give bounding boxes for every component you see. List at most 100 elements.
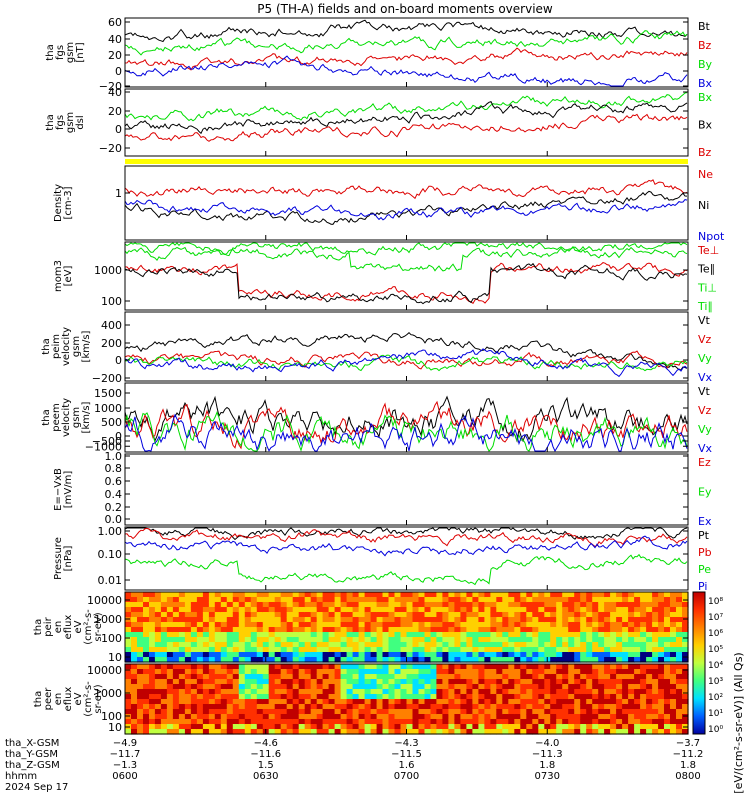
spectrogram-cell xyxy=(202,612,210,618)
spectrogram-cell xyxy=(574,602,581,608)
trace-By xyxy=(124,30,688,56)
spectrogram-cell xyxy=(448,637,455,643)
spectrogram-cell xyxy=(628,674,635,680)
spectrogram-cell xyxy=(268,632,276,638)
spectrogram-cell xyxy=(598,709,605,715)
spectrogram-cell xyxy=(466,632,473,638)
spectrogram-cell xyxy=(346,602,354,608)
spectrogram-cell xyxy=(286,674,294,680)
spectrogram-cell xyxy=(646,709,653,715)
footer-value: −11.2 xyxy=(673,749,704,760)
spectrogram-cell xyxy=(634,704,641,710)
spectrogram-cell xyxy=(328,709,336,715)
y-axis-label: mom3[eV] xyxy=(53,260,74,292)
spectrogram-cell xyxy=(316,617,324,623)
spectrogram-cell xyxy=(352,714,360,720)
spectrogram-cell xyxy=(604,657,611,663)
spectrogram-cell xyxy=(154,657,162,663)
spectrogram-cell xyxy=(676,627,683,633)
spectrogram-cell xyxy=(418,719,426,725)
spectrogram-cell xyxy=(172,622,180,628)
spectrogram-cell xyxy=(172,714,180,720)
spectrogram-cell xyxy=(262,664,270,670)
spectrogram-cell xyxy=(622,709,629,715)
spectrogram-cell xyxy=(286,704,294,710)
spectrogram-cell xyxy=(172,592,180,598)
spectrogram-cell xyxy=(232,694,240,700)
spectrogram-cell xyxy=(262,684,270,690)
spectrogram-cell xyxy=(544,602,551,608)
legend-Bx: Bx xyxy=(698,77,713,90)
spectrogram-cell xyxy=(676,632,683,638)
spectrogram-cell xyxy=(550,637,557,643)
spectrogram-cell xyxy=(244,597,252,603)
spectrogram-cell xyxy=(652,709,659,715)
spectrogram-cell xyxy=(184,709,192,715)
spectrogram-cell xyxy=(358,622,366,628)
spectrogram-cell xyxy=(364,724,372,730)
spectrogram-cell xyxy=(454,597,461,603)
spectrogram-cell xyxy=(370,602,378,608)
y-tick-label: 0.6 xyxy=(105,475,123,488)
spectrogram-cell xyxy=(256,617,264,623)
spectrogram-cell xyxy=(526,669,533,675)
spectrogram-cell xyxy=(442,704,449,710)
spectrogram-cell xyxy=(220,704,228,710)
spectrogram-cell xyxy=(502,602,509,608)
spectrogram-cell xyxy=(250,694,258,700)
spectrogram-cell xyxy=(532,714,539,720)
spectrogram-cell xyxy=(214,602,222,608)
spectrogram-cell xyxy=(131,617,138,623)
spectrogram-cell xyxy=(244,689,252,695)
spectrogram-cell xyxy=(556,684,563,690)
spectrogram-cell xyxy=(370,669,378,675)
spectrogram-cell xyxy=(232,627,240,633)
spectrogram-cell xyxy=(622,684,629,690)
spectrogram-cell xyxy=(466,597,473,603)
spectrogram-cell xyxy=(364,674,372,680)
spectrogram-cell xyxy=(556,652,563,658)
spectrogram-cell xyxy=(250,704,258,710)
spectrogram-cell xyxy=(622,607,629,613)
spectrogram-cell xyxy=(358,699,366,705)
spectrogram-cell xyxy=(652,622,659,628)
spectrogram-cell xyxy=(682,657,689,663)
spectrogram-cell xyxy=(238,664,246,670)
spectrogram-cell xyxy=(352,724,360,730)
spectrogram-cell xyxy=(238,684,246,690)
spectrogram-cell xyxy=(646,669,653,675)
spectrogram-cell xyxy=(682,632,689,638)
y-axis-label-line: peir xyxy=(43,616,54,636)
spectrogram-cell xyxy=(304,694,312,700)
spectrogram-cell xyxy=(226,709,234,715)
spectrogram-cell xyxy=(460,612,467,618)
spectrogram-cell xyxy=(646,719,653,725)
spectrogram-cell xyxy=(424,637,432,643)
spectrogram-cell xyxy=(628,652,635,658)
spectrogram-cell xyxy=(226,664,234,670)
spectrogram-cell xyxy=(616,642,623,648)
spectrogram-cell xyxy=(382,657,390,663)
spectrogram-cell xyxy=(556,719,563,725)
spectrogram-cell xyxy=(646,664,653,670)
spectrogram-cell xyxy=(490,714,497,720)
spectrogram-cell xyxy=(406,674,414,680)
spectrogram-cell xyxy=(190,647,198,653)
spectrogram-cell xyxy=(250,647,258,653)
spectrogram-cell xyxy=(652,679,659,685)
spectrogram-cell xyxy=(640,699,647,705)
spectrogram-cell xyxy=(376,699,384,705)
spectrogram-cell xyxy=(214,689,222,695)
spectrogram-cell xyxy=(436,729,443,735)
spectrogram-cell xyxy=(238,724,246,730)
spectrogram-cell xyxy=(664,657,671,663)
spectrogram-cell xyxy=(190,597,198,603)
spectrogram-cell xyxy=(137,597,144,603)
spectrogram-cell xyxy=(268,674,276,680)
spectrogram-cell xyxy=(544,669,551,675)
spectrogram-cell xyxy=(424,602,432,608)
spectrogram-cell xyxy=(382,617,390,623)
spectrogram-cell xyxy=(550,694,557,700)
spectrogram-cell xyxy=(334,694,342,700)
spectrogram-cell xyxy=(436,689,443,695)
